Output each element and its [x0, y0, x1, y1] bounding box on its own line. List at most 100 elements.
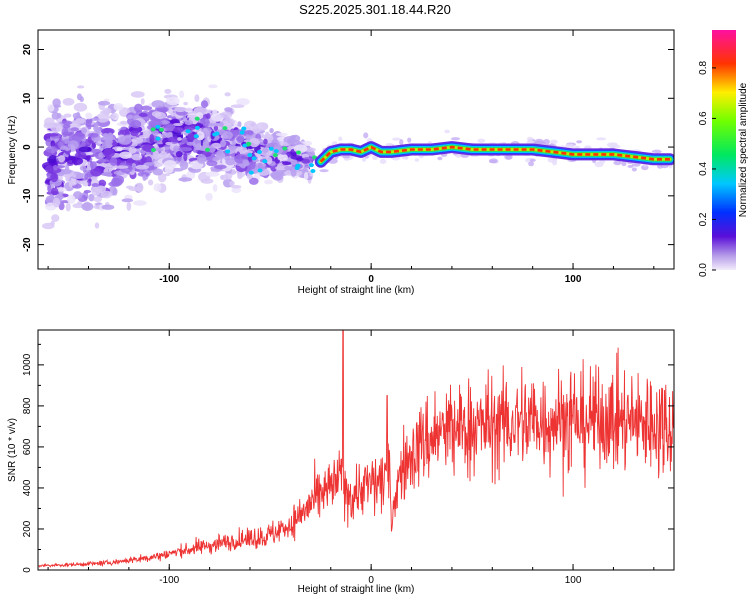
spectrogram-cell [60, 146, 69, 151]
spectrogram-cell [154, 112, 167, 120]
snr-y-tick-label: 600 [22, 438, 33, 455]
spectrogram-cell [444, 129, 450, 134]
spectrogram-cell [155, 136, 161, 141]
spectrogram-cell [539, 140, 545, 144]
snr-y-axis-label: SNR (10 * v/v) [7, 418, 18, 482]
spectrogram-cell [52, 164, 58, 171]
spectrogram-cell [596, 137, 607, 141]
spectrogram-cell [379, 159, 387, 164]
spectrogram-cell [167, 127, 175, 131]
spectrogram-cell [116, 147, 123, 152]
spectrogram-cell [212, 109, 218, 116]
spectrogram-cell [63, 113, 72, 118]
spectrogram-cell [275, 165, 288, 171]
spectrogram-cell [338, 136, 343, 142]
spectrogram-cell [175, 150, 183, 158]
spectrogram-cell [407, 137, 412, 143]
spectrogram-cell [268, 146, 274, 151]
spectrogram-cell [150, 127, 156, 132]
spectrogram-cell [222, 131, 233, 140]
spectrogram-cell [128, 186, 142, 192]
snr-y-tick-label: 400 [22, 479, 33, 496]
snr-x-tick-label: 0 [368, 575, 374, 586]
spectrogram-cell [51, 214, 60, 222]
spectrogram-cell [177, 137, 182, 141]
spectrogram-cell [401, 155, 408, 160]
spectrogram-cell [117, 135, 132, 145]
spectrogram-cell [184, 107, 193, 113]
spectrogram-cell [67, 140, 79, 150]
spectrogram-cell [126, 158, 134, 167]
snr-y-tick-label: 200 [22, 520, 33, 537]
spectrogram-cell [450, 137, 461, 141]
spectrogram-cell [101, 172, 113, 177]
spectrogram-cell [65, 172, 70, 182]
spectrogram-cell [308, 163, 314, 168]
spectrogram-cell [91, 182, 100, 188]
spectrogram-cell [62, 97, 75, 106]
spectrogram-cell [289, 135, 297, 140]
spectrogram-cell [134, 103, 143, 113]
spectrogram-cell [286, 138, 295, 146]
spectrogram-cell [210, 168, 221, 173]
colorbar-gradient [712, 30, 736, 270]
spectrogram-cell [155, 124, 161, 129]
spectrogram-cell [44, 165, 54, 174]
snr-y-tick-label: 800 [22, 397, 33, 414]
spectrogram-cell [71, 157, 84, 166]
spectrogram-cell [61, 120, 73, 125]
spectrogram-cell [282, 161, 292, 166]
snr-frame [37, 329, 675, 571]
spectrogram-cell [150, 148, 156, 153]
spectrogram-cell [231, 168, 236, 175]
spectrogram-cell [79, 96, 84, 103]
spectrogram-cell [78, 146, 92, 153]
spectrogram-scatter [41, 84, 674, 230]
spectrogram-cell [151, 129, 159, 136]
spectrogram-cell [362, 157, 367, 162]
spectrogram-cell [171, 167, 184, 172]
spectrogram-cell [183, 152, 188, 162]
spectrogram-cell [205, 192, 213, 201]
spectrogram-cell [98, 179, 107, 187]
spectrogram-cell [142, 174, 147, 181]
spectrogram-cell [477, 138, 486, 144]
spectrogram-cell [174, 106, 187, 113]
spectrogram-cell [100, 136, 115, 141]
spectrogram-cell [606, 142, 617, 148]
spectrogram-cell [631, 162, 641, 167]
spectrogram-cell [247, 161, 256, 170]
spectrogram-cell [543, 138, 550, 145]
spectrogram-cell [90, 167, 103, 177]
spectrogram-cell [222, 118, 236, 126]
spectrogram-cell [263, 138, 268, 145]
spectrogram-y-tick-label: 0 [22, 144, 33, 150]
spectrogram-cell [212, 132, 218, 137]
spectrogram-ridge-core [319, 145, 670, 163]
spectrogram-x-tick-label: 100 [565, 274, 582, 285]
spectrogram-cell [243, 120, 257, 131]
spectrogram-cell [236, 98, 250, 106]
spectrogram-cell [392, 137, 401, 141]
spectrogram-cell [290, 167, 297, 177]
spectrogram-cell [85, 118, 93, 124]
spectrogram-cell [45, 146, 58, 153]
spectrogram-y-tick-label: 20 [22, 44, 33, 56]
spectrogram-cell [248, 170, 254, 175]
spectrogram-cell [75, 118, 85, 124]
spectrogram-cell [273, 171, 281, 180]
spectrogram-cell [363, 132, 369, 139]
spectrogram-cell [207, 146, 216, 153]
snr-x-axis-label: Height of straight line (km) [298, 584, 415, 595]
spectrogram-cell [52, 98, 61, 107]
spectrogram-cell [627, 164, 634, 168]
spectrogram-cell [153, 183, 162, 192]
spectrogram-cell [621, 160, 627, 167]
spectrogram-cell [119, 151, 132, 159]
spectrogram-cell [222, 126, 228, 131]
spectrogram-cell [52, 197, 61, 208]
spectrogram-cell [224, 156, 231, 161]
spectrogram-cell [224, 107, 233, 112]
